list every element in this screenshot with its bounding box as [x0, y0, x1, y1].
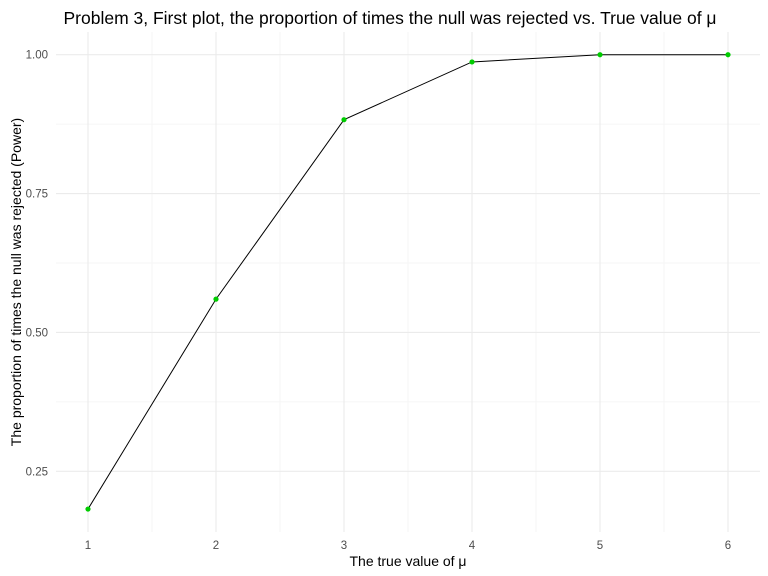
series-line [87, 54, 728, 510]
data-point [213, 296, 219, 302]
x-tick-label: 1 [85, 540, 91, 552]
data-point [725, 52, 731, 58]
data-point [597, 52, 603, 58]
x-tick-label: 5 [597, 540, 603, 552]
data-points [85, 52, 731, 512]
data-point [85, 506, 91, 512]
x-tick-label: 6 [725, 540, 731, 552]
chart-title: Problem 3, First plot, the proportion of… [63, 8, 716, 28]
x-tick-label: 2 [213, 540, 219, 552]
y-tick-label: 0.75 [26, 189, 48, 201]
x-axis-title: The true value of μ [349, 553, 466, 569]
y-tick-label: 0.25 [26, 466, 48, 478]
y-tick-label: 1.00 [26, 50, 48, 62]
y-tick-labels: 0.25 0.50 0.75 1.00 [26, 50, 48, 479]
data-point [469, 59, 475, 65]
y-axis-title: The proportion of times the null was rej… [8, 118, 24, 446]
data-point [341, 117, 347, 123]
x-tick-label: 4 [469, 540, 476, 552]
grid [56, 32, 760, 532]
y-tick-label: 0.50 [26, 327, 48, 339]
x-tick-label: 3 [341, 540, 347, 552]
x-tick-labels: 1 2 3 4 5 6 [85, 540, 731, 552]
